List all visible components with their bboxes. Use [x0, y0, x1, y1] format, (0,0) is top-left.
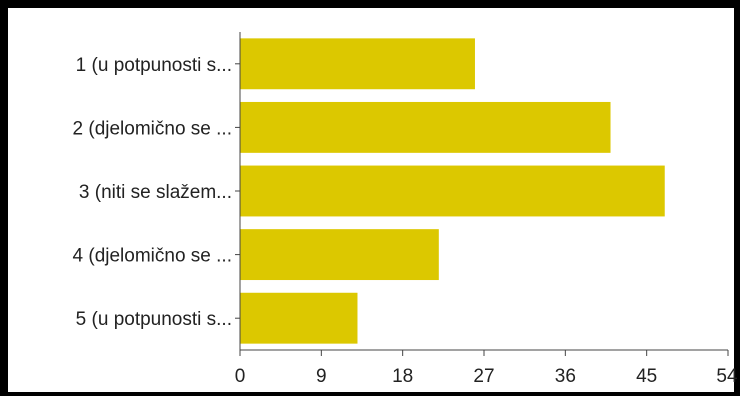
category-label-4: 4 (djelomično se ... — [73, 246, 232, 267]
bar-5 — [240, 292, 358, 344]
x-tick-label-45: 45 — [636, 366, 657, 387]
category-label-1: 1 (u potpunosti s... — [76, 55, 232, 76]
bar-4 — [240, 229, 439, 281]
x-tick-label-9: 9 — [316, 366, 327, 387]
bars-group — [240, 38, 665, 344]
bar-3 — [240, 165, 665, 217]
category-label-5: 5 (u potpunosti s... — [76, 309, 232, 330]
bar-1 — [240, 38, 475, 90]
category-labels: 1 (u potpunosti s... 2 (djelomično se ...… — [73, 55, 240, 330]
category-label-2: 2 (djelomično se ... — [73, 118, 232, 139]
x-tick-label-27: 27 — [473, 366, 494, 387]
bar-2 — [240, 101, 611, 153]
x-tick-label-0: 0 — [235, 366, 246, 387]
category-label-3: 3 (niti se slažem... — [79, 182, 232, 203]
x-tick-label-36: 36 — [555, 366, 576, 387]
x-tick-label-18: 18 — [392, 366, 413, 387]
x-ticks: 0 9 18 27 36 45 54 — [235, 350, 738, 387]
x-tick-label-54: 54 — [716, 366, 738, 387]
